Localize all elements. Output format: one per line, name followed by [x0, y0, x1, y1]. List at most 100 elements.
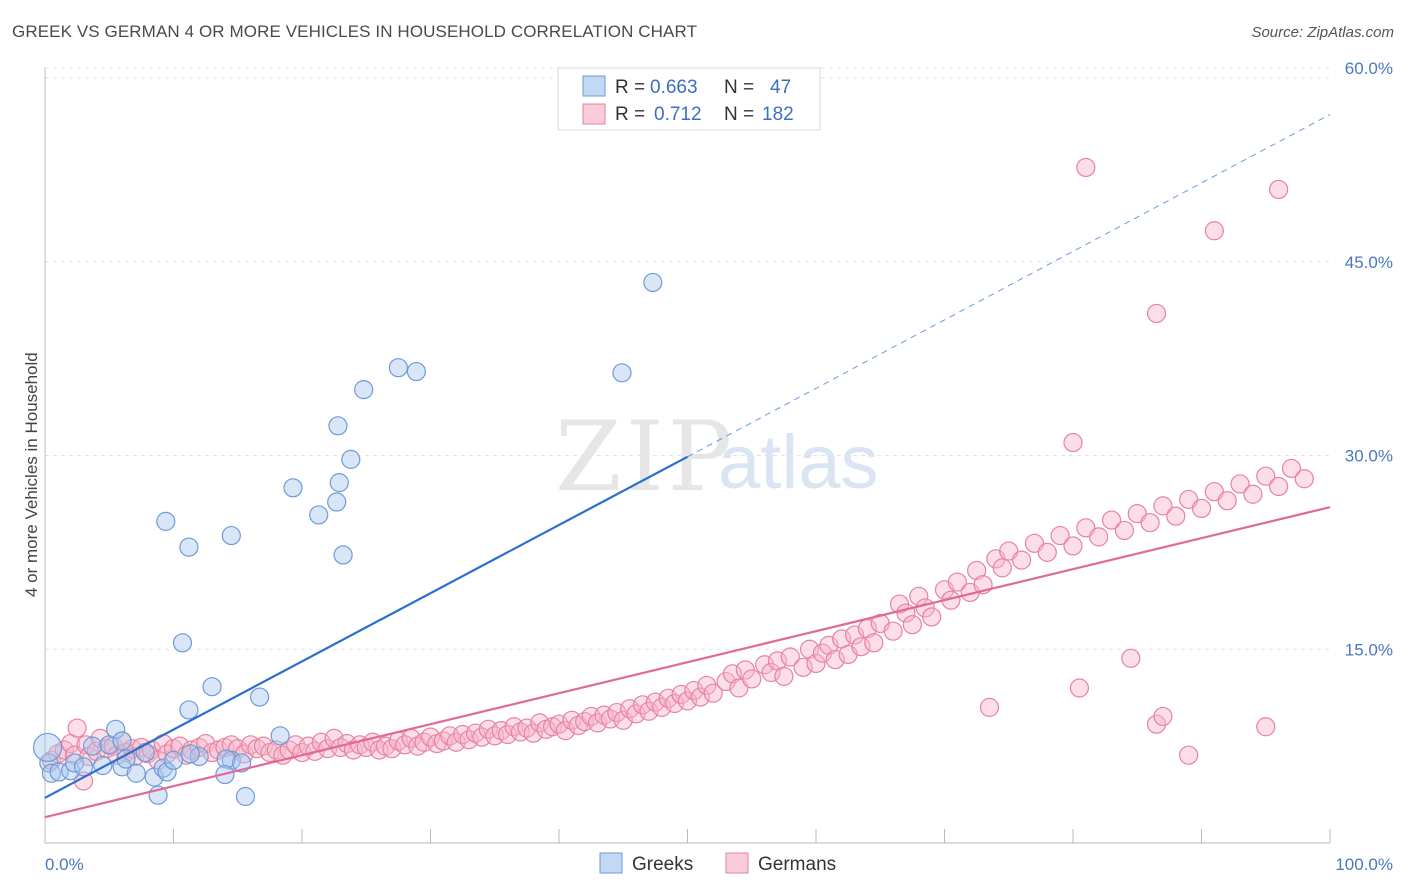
- greeks-point-20: [180, 744, 200, 764]
- greeks-point-23: [221, 525, 241, 546]
- germans-point-148: [1011, 550, 1032, 570]
- germans-point-95: [620, 699, 640, 719]
- germans-point-138: [922, 607, 942, 627]
- greeks-point-39: [354, 380, 374, 400]
- germans-point-162: [1191, 498, 1212, 519]
- greeks-point-28: [341, 449, 361, 469]
- germans-point-150: [1037, 542, 1057, 562]
- greeks-trend-line: [44, 455, 689, 799]
- germans-point-135: [902, 615, 922, 635]
- y-axis-label: 4 or more Vehicles in Household: [22, 352, 41, 597]
- germans-point-166: [1243, 484, 1263, 504]
- greeks-point-40: [612, 363, 632, 383]
- grid: [45, 67, 1330, 650]
- greeks-point-5: [73, 757, 94, 777]
- greeks-point-11: [126, 763, 146, 783]
- greeks-point-15: [157, 762, 177, 782]
- legend-r-label-greeks: R =: [615, 77, 645, 98]
- germans-point-108: [703, 683, 723, 703]
- germans-point-132: [883, 621, 903, 641]
- germans-point-146: [992, 558, 1012, 578]
- germans-point-181: [1063, 432, 1083, 453]
- greeks-point-22: [179, 537, 199, 557]
- germans-trend-line: [44, 506, 1331, 819]
- greeks-point-46: [249, 687, 270, 707]
- y-tick-label-2: 45.0%: [1345, 253, 1393, 272]
- source-credit: Source: ZipAtlas.com: [1251, 24, 1394, 41]
- germans-point-159: [1153, 496, 1173, 516]
- x-tick-label-1: 100.0%: [1335, 855, 1393, 874]
- greeks-point-24: [156, 511, 176, 531]
- germans-point-128: [851, 637, 871, 657]
- greeks-point-41: [643, 272, 663, 293]
- greeks-point-18: [112, 731, 132, 751]
- germans-point-106: [690, 687, 710, 707]
- watermark-zip: ZIP: [555, 401, 736, 513]
- trend-lines: [44, 114, 1331, 819]
- germans-point-80: [523, 723, 543, 743]
- germans-point-171: [1146, 714, 1167, 734]
- germans-point-141: [947, 572, 967, 592]
- greeks-point-32: [216, 749, 236, 769]
- watermark-atlas: atlas: [718, 420, 879, 505]
- greeks-point-43: [202, 677, 222, 697]
- bottom-legend: Greeks Germans: [599, 852, 836, 875]
- germans-point-172: [1153, 706, 1173, 727]
- germans-point-45: [298, 736, 319, 756]
- germans-point-130: [864, 633, 884, 653]
- germans-point-99: [645, 692, 665, 712]
- legend-r-label-germans: R =: [615, 104, 645, 125]
- greeks-point-12: [135, 742, 155, 763]
- greeks-point-36: [388, 358, 408, 378]
- greeks-point-1: [41, 763, 62, 783]
- germans-point-117: [774, 666, 794, 686]
- greeks-point-37: [406, 361, 426, 382]
- greeks-point-45: [179, 700, 199, 720]
- germans-point-158: [1140, 513, 1160, 533]
- x-axis-ticks: 0.0% 100.0%: [44, 829, 1393, 874]
- germans-point-155: [1101, 510, 1122, 530]
- germans-point-167: [1256, 466, 1276, 486]
- germans-point-182: [1146, 303, 1167, 324]
- greeks-point-34: [232, 753, 252, 773]
- bottom-legend-swatch-greeks: [599, 852, 623, 874]
- germans-point-79: [517, 718, 537, 738]
- y-tick-label-3: 60.0%: [1345, 59, 1393, 78]
- germans-point-165: [1230, 474, 1250, 494]
- chart-title: GREEK VS GERMAN 4 OR MORE VEHICLES IN HO…: [12, 22, 698, 41]
- greeks-point-42: [270, 726, 290, 746]
- germans-point-173: [1179, 745, 1199, 765]
- germans-point-175: [979, 697, 1000, 717]
- germans-point-170: [1294, 469, 1314, 489]
- germans-point-179: [1268, 179, 1289, 200]
- germans-point-151: [1050, 525, 1070, 546]
- y-axis-ticks: 15.0% 30.0% 45.0% 60.0%: [1345, 59, 1393, 659]
- germans-point-7: [76, 735, 96, 755]
- greeks-point-16: [163, 750, 184, 770]
- germans-point-180: [1076, 157, 1096, 178]
- germans-point-174: [1256, 717, 1276, 737]
- germans-point-143: [967, 560, 987, 581]
- germans-point-58: [382, 739, 402, 759]
- germans-point-114: [754, 655, 775, 675]
- bottom-legend-swatch-germans: [725, 852, 749, 874]
- germans-point-154: [1089, 527, 1109, 547]
- germans-point-113: [742, 669, 762, 689]
- germans-point-124: [825, 649, 845, 670]
- greeks-point-44: [172, 633, 193, 653]
- germans-point-177: [1121, 648, 1141, 668]
- germans-point-5: [67, 718, 87, 738]
- greeks-point-38: [329, 473, 349, 493]
- germans-point-101: [658, 688, 678, 708]
- greeks-point-7: [93, 755, 113, 776]
- greeks-point-29: [309, 505, 329, 525]
- greeks-point-6: [82, 736, 103, 756]
- germans-point-104: [677, 691, 698, 711]
- greeks-point-17: [106, 719, 126, 739]
- legend-swatch-greeks: [582, 75, 606, 97]
- greeks-point-large: [32, 732, 63, 763]
- greeks-point-25: [283, 478, 303, 498]
- germans-point-156: [1114, 520, 1135, 541]
- x-tick-label-0: 0.0%: [45, 855, 84, 874]
